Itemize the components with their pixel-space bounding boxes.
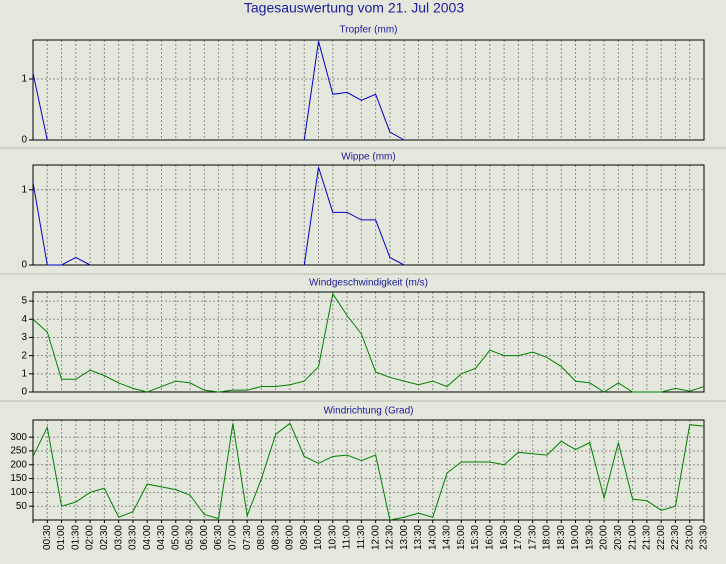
y-tick-label: 1 [21, 74, 27, 85]
y-tick-label: 200 [10, 459, 27, 470]
y-tick-label: 100 [10, 487, 27, 498]
plot-frame [32, 164, 705, 266]
y-tick-label: 2 [21, 350, 27, 361]
x-tick-label: 07:30 [242, 525, 253, 550]
y-tick-label: 150 [10, 473, 27, 484]
x-tick-label: 17:30 [527, 525, 538, 550]
y-tick-label: 0 [21, 135, 27, 146]
x-tick-label: 06:30 [213, 525, 224, 550]
x-tick-label: 12:00 [370, 525, 381, 550]
x-tick-label: 22:00 [656, 525, 667, 550]
x-tick-label: 01:30 [70, 525, 81, 550]
x-tick-label: 09:30 [299, 525, 310, 550]
x-tick-label: 15:00 [456, 525, 467, 550]
x-tick-label: 04:00 [142, 525, 153, 550]
x-tick-label: 08:00 [256, 525, 267, 550]
x-tick-label: 20:00 [599, 525, 610, 550]
x-tick-label: 03:30 [128, 525, 139, 550]
x-tick-label: 21:00 [627, 525, 638, 550]
y-tick-label: 1 [21, 368, 27, 379]
x-tick-label: 18:00 [542, 525, 553, 550]
x-tick-label: 13:00 [399, 525, 410, 550]
main-title: Tagesauswertung vom 21. Jul 2003 [244, 0, 464, 16]
x-tick-label: 10:30 [327, 525, 338, 550]
x-tick-label: 04:30 [156, 525, 167, 550]
x-tick-label: 05:00 [170, 525, 181, 550]
x-tick-label: 20:30 [613, 525, 624, 550]
x-tick-label: 17:00 [513, 525, 524, 550]
x-tick-label: 06:00 [199, 525, 210, 550]
y-tick-label: 250 [10, 446, 27, 457]
panel-title: Windrichtung (Grad) [323, 406, 413, 417]
x-tick-label: 21:30 [642, 525, 653, 550]
plot-frame [32, 291, 705, 393]
x-tick-label: 03:00 [113, 525, 124, 550]
x-tick-label: 19:30 [584, 525, 595, 550]
x-tick-label: 19:00 [570, 525, 581, 550]
x-tick-label: 18:30 [556, 525, 567, 550]
x-tick-label: 14:30 [442, 525, 453, 550]
data-line [32, 422, 705, 521]
x-tick-label: 00:30 [42, 525, 53, 550]
panel-title: Tropfer (mm) [340, 25, 398, 36]
plot-frame [32, 419, 705, 521]
y-tick-label: 1 [21, 184, 27, 195]
y-tick-label: 3 [21, 332, 27, 343]
x-tick-label: 14:00 [427, 525, 438, 550]
x-tick-label: 07:00 [228, 525, 239, 550]
y-tick-label: 0 [21, 260, 27, 271]
y-tick-label: 5 [21, 296, 27, 307]
x-tick-label: 22:30 [670, 525, 681, 550]
x-tick-label: 02:00 [85, 525, 96, 550]
plot-frame [32, 39, 705, 141]
x-tick-label: 09:00 [285, 525, 296, 550]
x-tick-label: 08:30 [270, 525, 281, 550]
x-tick-label: 10:00 [313, 525, 324, 550]
x-tick-label: 13:30 [413, 525, 424, 550]
x-tick-label: 05:30 [185, 525, 196, 550]
y-tick-label: 50 [16, 501, 28, 512]
y-tick-label: 4 [21, 314, 27, 325]
x-tick-label: 02:30 [99, 525, 110, 550]
data-line [32, 167, 405, 266]
data-line [32, 41, 405, 141]
x-tick-label: 16:00 [484, 525, 495, 550]
x-tick-label: 11:30 [356, 525, 367, 550]
x-tick-label: 16:30 [499, 525, 510, 550]
x-tick-label: 01:00 [56, 525, 67, 550]
x-tick-label: 15:30 [470, 525, 481, 550]
panel-title: Windgeschwindigkeit (m/s) [309, 278, 428, 289]
data-line [32, 292, 705, 393]
y-tick-label: 300 [10, 432, 27, 443]
x-tick-label: 11:00 [342, 525, 353, 550]
y-tick-label: 0 [21, 387, 27, 398]
panel-title: Wippe (mm) [341, 152, 395, 163]
x-tick-label: 23:30 [699, 525, 710, 550]
x-tick-label: 23:00 [684, 525, 695, 550]
x-tick-label: 12:30 [385, 525, 396, 550]
